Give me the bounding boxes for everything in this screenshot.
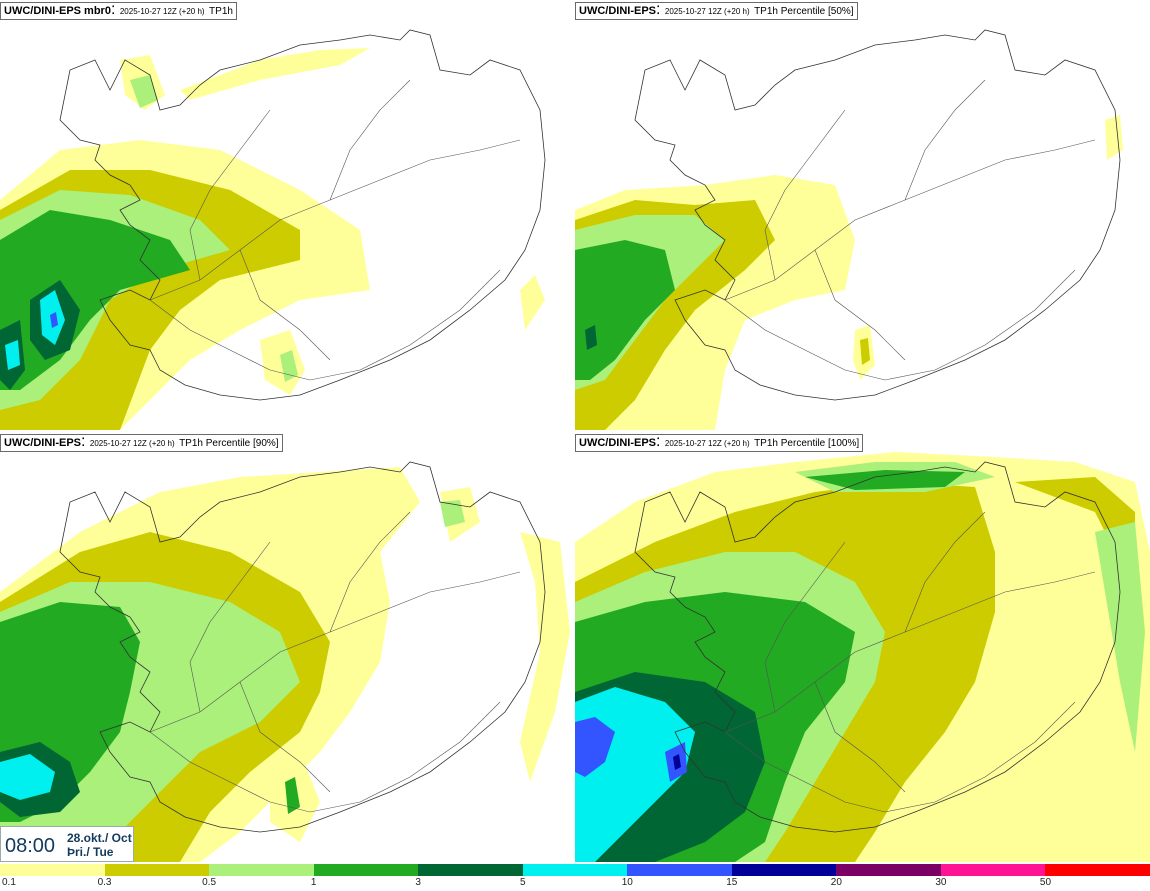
field-label: TP1h Percentile [100%]	[754, 438, 860, 449]
road-line	[724, 701, 1076, 813]
color-legend-ticks: 0.1 0.3 0.5 1 3 5 10 15 20 30 50	[0, 877, 1150, 891]
precip-area	[260, 275, 545, 395]
road-line	[329, 79, 411, 201]
precip-map	[0, 461, 570, 862]
legend-tick-label: 1	[310, 877, 317, 888]
precip-area	[5, 290, 65, 370]
road-line	[189, 541, 271, 713]
legend-tick-label: 50	[1039, 877, 1052, 888]
panel-title: UWC/DINI-EPS: 2025-10-27 12Z (+20 h) TP1…	[575, 2, 858, 20]
coastline	[59, 29, 546, 401]
valid-date-line-1: 28.okt./ Oct	[67, 831, 132, 845]
precip-map	[575, 29, 1123, 430]
panel-p100: UWC/DINI-EPS: 2025-10-27 12Z (+20 h) TP1…	[575, 432, 1150, 862]
legend-swatch	[731, 864, 837, 876]
precip-map	[0, 29, 546, 430]
run-label: 2025-10-27 12Z (+20 h)	[664, 7, 750, 16]
field-label: TP1h Percentile [90%]	[179, 438, 279, 449]
legend-tick-label: 3	[415, 877, 421, 888]
road-line	[239, 249, 331, 361]
road-line	[814, 681, 906, 793]
color-legend	[0, 864, 1150, 876]
valid-date-line-2: Þri./ Tue	[67, 845, 114, 859]
panel-mbr0: UWC/DINI-EPS mbr0: 2025-10-27 12Z (+20 h…	[0, 0, 575, 430]
panel-p50: UWC/DINI-EPS: 2025-10-27 12Z (+20 h) TP1…	[575, 0, 1150, 430]
legend-tick-label: 5	[519, 877, 526, 888]
legend-swatch	[836, 864, 941, 876]
field-label: TP1h Percentile [50%]	[754, 6, 854, 17]
precip-area	[280, 350, 298, 382]
legend-tick-label: 30	[935, 877, 947, 888]
road-line	[239, 681, 331, 793]
panel-title: UWC/DINI-EPS: 2025-10-27 12Z (+20 h) TP1…	[575, 434, 864, 452]
precip-area	[0, 500, 465, 842]
road-line	[329, 511, 411, 633]
road-line	[764, 541, 846, 713]
precip-area	[120, 48, 370, 110]
road-line	[149, 269, 501, 381]
legend-tick-label: 20	[830, 877, 842, 888]
legend-tick-label: 0.5	[202, 877, 217, 888]
run-label: 2025-10-27 12Z (+20 h)	[119, 7, 205, 16]
legend-swatch	[313, 864, 419, 876]
precip-area	[130, 75, 158, 108]
model-label: UWC/DINI-EPS	[579, 5, 656, 17]
precip-map	[575, 452, 1150, 862]
road-line	[189, 109, 271, 281]
road-line	[149, 701, 501, 813]
run-label: 2025-10-27 12Z (+20 h)	[89, 439, 175, 448]
road-line	[814, 249, 906, 361]
precip-area	[585, 325, 597, 350]
precip-area	[575, 717, 687, 782]
panel-p90: UWC/DINI-EPS: 2025-10-27 12Z (+20 h) TP1…	[0, 432, 575, 862]
coastline	[634, 461, 1121, 833]
legend-swatch	[0, 864, 105, 876]
valid-date: 28.okt./ Oct Þri./ Tue	[67, 831, 132, 859]
legend-swatch	[627, 864, 732, 876]
model-label: UWC/DINI-EPS	[579, 437, 656, 449]
road-line	[904, 79, 986, 201]
legend-swatch	[940, 864, 1046, 876]
road-line	[724, 269, 1076, 381]
legend-tick-label: 10	[621, 877, 633, 888]
legend-swatch	[104, 864, 210, 876]
precip-area	[673, 754, 681, 770]
legend-swatch	[522, 864, 628, 876]
precip-area	[853, 115, 1123, 380]
run-label: 2025-10-27 12Z (+20 h)	[664, 439, 750, 448]
precip-area	[860, 338, 870, 365]
legend-tick-label: 0.3	[97, 877, 112, 888]
model-label: UWC/DINI-EPS mbr0	[4, 5, 111, 17]
panel-title: UWC/DINI-EPS mbr0: 2025-10-27 12Z (+20 h…	[0, 2, 237, 20]
field-label: TP1h	[209, 6, 233, 17]
legend-tick-label: 0.1	[2, 877, 16, 888]
precip-area	[575, 240, 675, 380]
legend-swatch	[209, 864, 314, 876]
valid-time-box: 08:00 28.okt./ Oct Þri./ Tue	[0, 826, 134, 862]
legend-swatch	[1045, 864, 1150, 876]
legend-tick-label: 15	[726, 877, 738, 888]
valid-time: 08:00	[5, 835, 56, 857]
model-label: UWC/DINI-EPS	[4, 437, 81, 449]
road-line	[764, 109, 846, 281]
precip-area	[0, 754, 55, 800]
precip-area	[50, 312, 58, 328]
precip-area	[285, 777, 300, 814]
panel-title: UWC/DINI-EPS: 2025-10-27 12Z (+20 h) TP1…	[0, 434, 283, 452]
road-line	[904, 511, 986, 633]
legend-swatch	[418, 864, 523, 876]
coastline	[59, 461, 546, 833]
coastline	[634, 29, 1121, 401]
